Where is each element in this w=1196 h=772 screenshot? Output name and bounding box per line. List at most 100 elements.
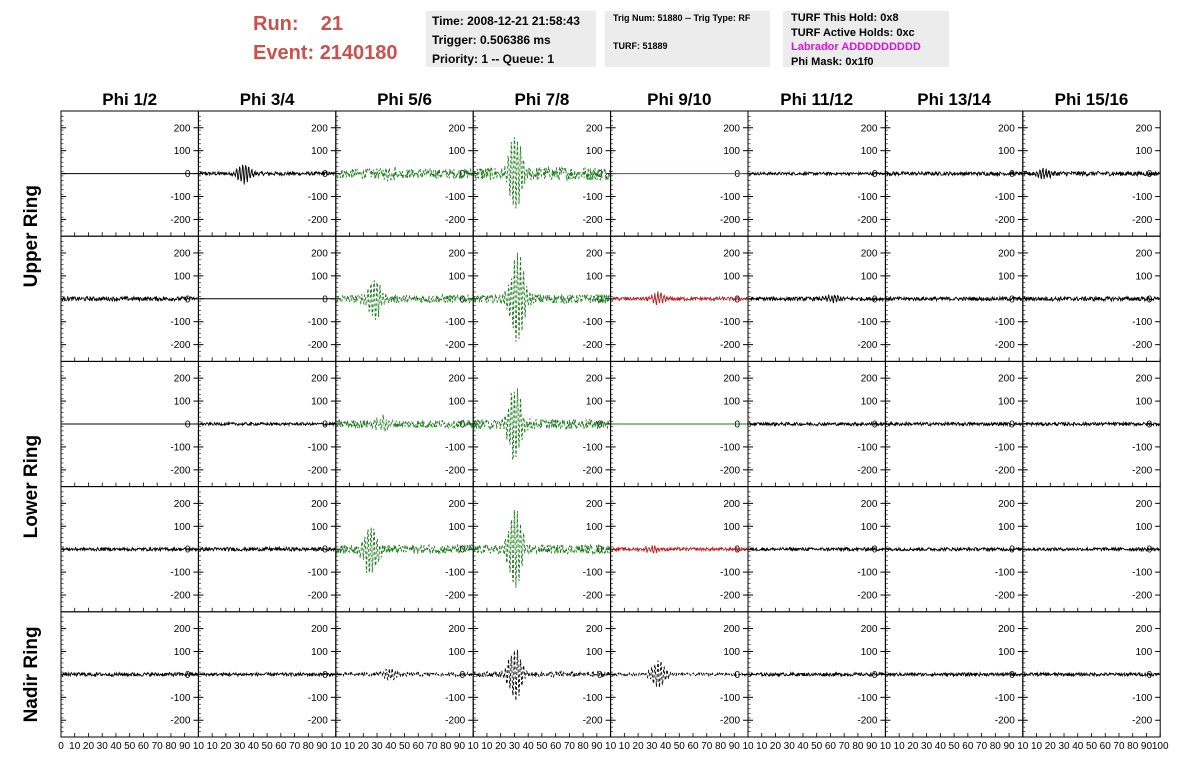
y-tick-label: 0 — [597, 420, 603, 431]
y-tick-label: 100 — [1136, 647, 1153, 658]
priority-text: Priority: 1 -- Queue: 1 — [432, 52, 555, 66]
y-tick-label: 100 — [449, 647, 466, 658]
x-tick-label: 90 — [1003, 741, 1015, 752]
y-tick-label: -100 — [170, 442, 190, 453]
x-tick-label: 40 — [385, 741, 397, 752]
waveform-trace — [199, 420, 336, 428]
y-tick-label: -200 — [445, 591, 465, 602]
x-tick-label: 60 — [1100, 741, 1112, 752]
y-tick-label: -100 — [857, 568, 877, 579]
x-tick-label: 50 — [124, 741, 136, 752]
y-tick-label: -200 — [1132, 465, 1152, 476]
ring-title: Lower Ring — [21, 435, 42, 538]
y-tick-label: 0 — [460, 420, 466, 431]
x-tick-label: 20 — [220, 741, 232, 752]
y-tick-label: -200 — [720, 465, 740, 476]
y-tick-label: 100 — [174, 397, 191, 408]
x-tick-label: 10 — [742, 741, 754, 752]
y-tick-label: 0 — [597, 545, 603, 556]
x-tick-label: 10 — [69, 741, 81, 752]
y-tick-label: -200 — [445, 465, 465, 476]
y-tick-label: 200 — [861, 499, 878, 510]
y-tick-label: 100 — [311, 397, 328, 408]
y-tick-label: 200 — [723, 123, 740, 134]
column-title: Phi 13/14 — [917, 90, 991, 109]
y-tick-label: 200 — [174, 499, 191, 510]
x-tick-label: 10 — [880, 741, 892, 752]
y-tick-label: 200 — [449, 499, 466, 510]
x-tick-label: 30 — [646, 741, 658, 752]
x-tick-label: 10 — [619, 741, 631, 752]
y-tick-label: -200 — [583, 716, 603, 727]
x-tick-label: 80 — [440, 741, 452, 752]
y-tick-label: -100 — [1132, 442, 1152, 453]
y-tick-label: 0 — [185, 169, 191, 180]
y-tick-label: -100 — [170, 568, 190, 579]
event-value: 2140180 — [319, 42, 398, 64]
waveform-trace — [748, 294, 885, 304]
x-tick-label: 50 — [536, 741, 548, 752]
y-tick-label: 0 — [460, 670, 466, 681]
x-tick-label: 30 — [921, 741, 933, 752]
y-tick-label: -100 — [857, 317, 877, 328]
y-tick-label: -200 — [720, 716, 740, 727]
waveform-trace — [61, 671, 198, 678]
x-tick-label: 10 — [756, 741, 768, 752]
trig-info-panel: Trig Num: 51880 -- Trig Type: RF TURF: 5… — [605, 11, 770, 67]
column-title: Phi 11/12 — [780, 90, 853, 109]
x-tick-label: 50 — [674, 741, 686, 752]
x-tick-label: 0 — [58, 741, 64, 752]
y-tick-label: -200 — [1132, 716, 1152, 727]
y-tick-label: -100 — [995, 442, 1015, 453]
y-tick-label: 100 — [449, 146, 466, 157]
waveform-trace — [748, 420, 885, 428]
ring-title: Upper Ring — [21, 185, 42, 287]
y-tick-label: 100 — [1136, 271, 1153, 282]
y-tick-label: 100 — [861, 271, 878, 282]
y-tick-label: 200 — [1136, 123, 1153, 134]
y-tick-label: 100 — [1136, 522, 1153, 533]
y-tick-label: -200 — [583, 340, 603, 351]
y-tick-label: 100 — [174, 522, 191, 533]
x-tick-label: 30 — [509, 741, 521, 752]
y-tick-label: 100 — [861, 647, 878, 658]
y-tick-label: -200 — [445, 215, 465, 226]
y-tick-label: -100 — [720, 442, 740, 453]
y-tick-label: 200 — [1136, 248, 1153, 259]
x-tick-label: 80 — [303, 741, 315, 752]
y-tick-label: 0 — [734, 670, 740, 681]
x-tick-label: 90 — [1141, 741, 1153, 752]
column-title: Phi 15/16 — [1055, 90, 1129, 109]
y-tick-label: 100 — [723, 271, 740, 282]
y-tick-label: 100 — [449, 271, 466, 282]
y-tick-label: 0 — [734, 294, 740, 305]
waveform-trace — [611, 545, 748, 554]
y-tick-label: 100 — [723, 522, 740, 533]
y-tick-label: -200 — [170, 215, 190, 226]
x-tick-label: 80 — [715, 741, 727, 752]
x-tick-label: 70 — [426, 741, 438, 752]
y-tick-label: 200 — [998, 123, 1015, 134]
y-tick-label: -100 — [720, 192, 740, 203]
x-tick-label: 90 — [179, 741, 191, 752]
y-tick-label: 200 — [449, 374, 466, 385]
phi-mask-text: Phi Mask: 0x1f0 — [791, 55, 874, 68]
y-tick-label: 200 — [861, 248, 878, 259]
waveform-trace — [1023, 167, 1160, 180]
y-tick-label: 100 — [311, 271, 328, 282]
waveform-trace — [473, 649, 611, 701]
y-tick-label: -200 — [170, 591, 190, 602]
waveform-trace — [885, 170, 1023, 178]
y-tick-label: 100 — [723, 647, 740, 658]
x-tick-label: 60 — [138, 741, 150, 752]
x-tick-label: 90 — [729, 741, 741, 752]
y-tick-label: 200 — [586, 499, 603, 510]
column-title: Phi 9/10 — [647, 90, 711, 109]
x-tick-label: 70 — [289, 741, 301, 752]
y-tick-label: 0 — [322, 294, 328, 305]
waveform-trace — [1023, 420, 1160, 428]
y-tick-label: -200 — [857, 340, 877, 351]
waveform-trace — [886, 546, 1023, 553]
y-tick-label: -100 — [170, 317, 190, 328]
